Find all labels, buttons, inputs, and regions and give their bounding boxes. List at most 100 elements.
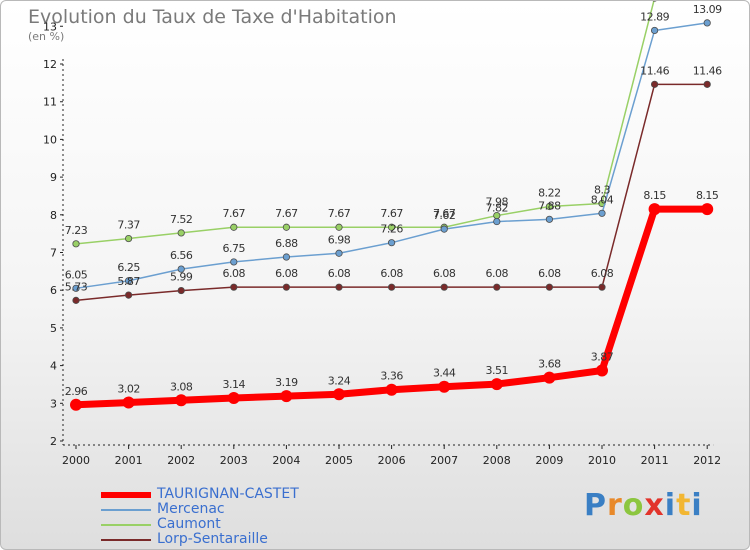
series-mercenac xyxy=(72,19,711,292)
data-label: 6.05 xyxy=(65,268,88,281)
y-tick-label: 9 xyxy=(50,171,57,184)
data-point xyxy=(282,283,290,291)
data-label: 6.75 xyxy=(223,242,246,255)
data-point xyxy=(440,225,448,233)
x-tick-label: 2008 xyxy=(483,454,511,467)
data-label: 6.08 xyxy=(223,267,246,280)
data-point xyxy=(280,390,293,403)
legend-label: Lorp-Sentaraille xyxy=(157,531,268,547)
logo-letter: x xyxy=(644,488,665,523)
data-label: 7.67 xyxy=(433,207,456,220)
data-point xyxy=(543,371,556,384)
data-label: 3.87 xyxy=(591,351,614,364)
data-label: 7.23 xyxy=(65,224,88,237)
data-label: 6.08 xyxy=(380,267,403,280)
x-tick-label: 2005 xyxy=(325,454,353,467)
legend-swatch xyxy=(101,509,151,511)
data-label: 7.67 xyxy=(380,207,403,220)
data-label: 5.87 xyxy=(117,275,140,288)
y-tick-label: 2 xyxy=(50,435,57,448)
data-point xyxy=(282,253,290,261)
data-label: 5.73 xyxy=(65,280,88,293)
data-point xyxy=(125,234,133,243)
data-label: 6.25 xyxy=(117,261,140,274)
data-label: 6.08 xyxy=(538,267,561,280)
data-point xyxy=(703,80,711,88)
data-point xyxy=(648,203,661,216)
data-point xyxy=(333,388,345,401)
chart-subtitle: (en %) xyxy=(28,30,65,43)
data-label: 2.96 xyxy=(65,385,88,398)
data-point xyxy=(387,283,396,291)
data-label: 3.68 xyxy=(538,358,561,371)
data-point xyxy=(125,291,133,299)
data-label: 3.44 xyxy=(433,367,456,380)
data-point xyxy=(335,249,343,257)
data-point xyxy=(545,215,554,223)
x-tick-label: 2007 xyxy=(430,454,458,467)
data-point xyxy=(701,203,714,216)
data-label: 6.56 xyxy=(170,249,193,262)
data-point xyxy=(598,283,606,291)
data-label: 8.22 xyxy=(538,187,561,200)
legend-label: TAURIGNAN-CASTET xyxy=(157,486,299,502)
y-tick-label: 4 xyxy=(50,360,57,373)
data-label: 11.46 xyxy=(640,64,669,77)
y-tick-label: 5 xyxy=(50,322,57,335)
x-tick-label: 2000 xyxy=(62,454,90,467)
data-label: 7.67 xyxy=(223,207,246,220)
legend-label: Caumont xyxy=(157,516,221,532)
data-label: 3.14 xyxy=(223,378,246,391)
data-point xyxy=(650,26,659,35)
data-point xyxy=(227,392,240,405)
data-label: 7.67 xyxy=(328,207,351,220)
data-label: 7.88 xyxy=(538,199,561,212)
data-point xyxy=(125,277,133,285)
data-label: 8.15 xyxy=(643,189,666,202)
data-label: 3.51 xyxy=(486,364,509,377)
data-point xyxy=(175,394,188,407)
data-label: 6.08 xyxy=(486,267,509,280)
data-label: 3.08 xyxy=(170,380,193,393)
data-label: 6.08 xyxy=(275,267,298,280)
data-point xyxy=(598,209,606,217)
x-tick-label: 2002 xyxy=(167,454,195,467)
data-label: 3.24 xyxy=(328,374,351,387)
data-point xyxy=(545,202,554,211)
data-point xyxy=(387,223,396,231)
x-tick-label: 2009 xyxy=(535,454,563,467)
proxiti-logo: Proxiti xyxy=(584,488,703,523)
legend-swatch xyxy=(101,539,151,541)
data-label: 6.08 xyxy=(328,267,351,280)
data-label: 7.52 xyxy=(170,213,193,226)
data-point xyxy=(440,283,448,291)
data-point xyxy=(72,240,80,248)
data-point xyxy=(177,286,185,295)
series-taurignan-castet xyxy=(70,203,714,411)
data-point xyxy=(70,398,82,411)
data-point xyxy=(230,283,238,291)
logo-letter: r xyxy=(607,488,623,523)
data-label: 6.08 xyxy=(433,267,456,280)
data-label: 7.26 xyxy=(380,223,403,236)
data-label: 8.15 xyxy=(696,189,719,202)
data-point xyxy=(177,229,185,237)
x-tick-label: 2012 xyxy=(693,454,721,467)
data-label: 3.02 xyxy=(117,383,140,396)
y-tick-label: 7 xyxy=(50,247,57,260)
data-label: 6.88 xyxy=(275,237,298,250)
data-point xyxy=(650,80,659,88)
data-label: 6.08 xyxy=(591,267,614,280)
series-caumont xyxy=(72,1,657,248)
x-tick-label: 2003 xyxy=(220,454,248,467)
data-point xyxy=(703,19,711,27)
y-tick-label: 3 xyxy=(50,397,57,410)
data-point xyxy=(72,284,80,292)
series-lorp-sentaraille xyxy=(72,80,711,304)
y-tick-label: 12 xyxy=(43,58,57,71)
data-label: 3.36 xyxy=(380,370,403,383)
data-label: 8.3 xyxy=(594,183,610,196)
logo-letter: i xyxy=(664,488,677,523)
